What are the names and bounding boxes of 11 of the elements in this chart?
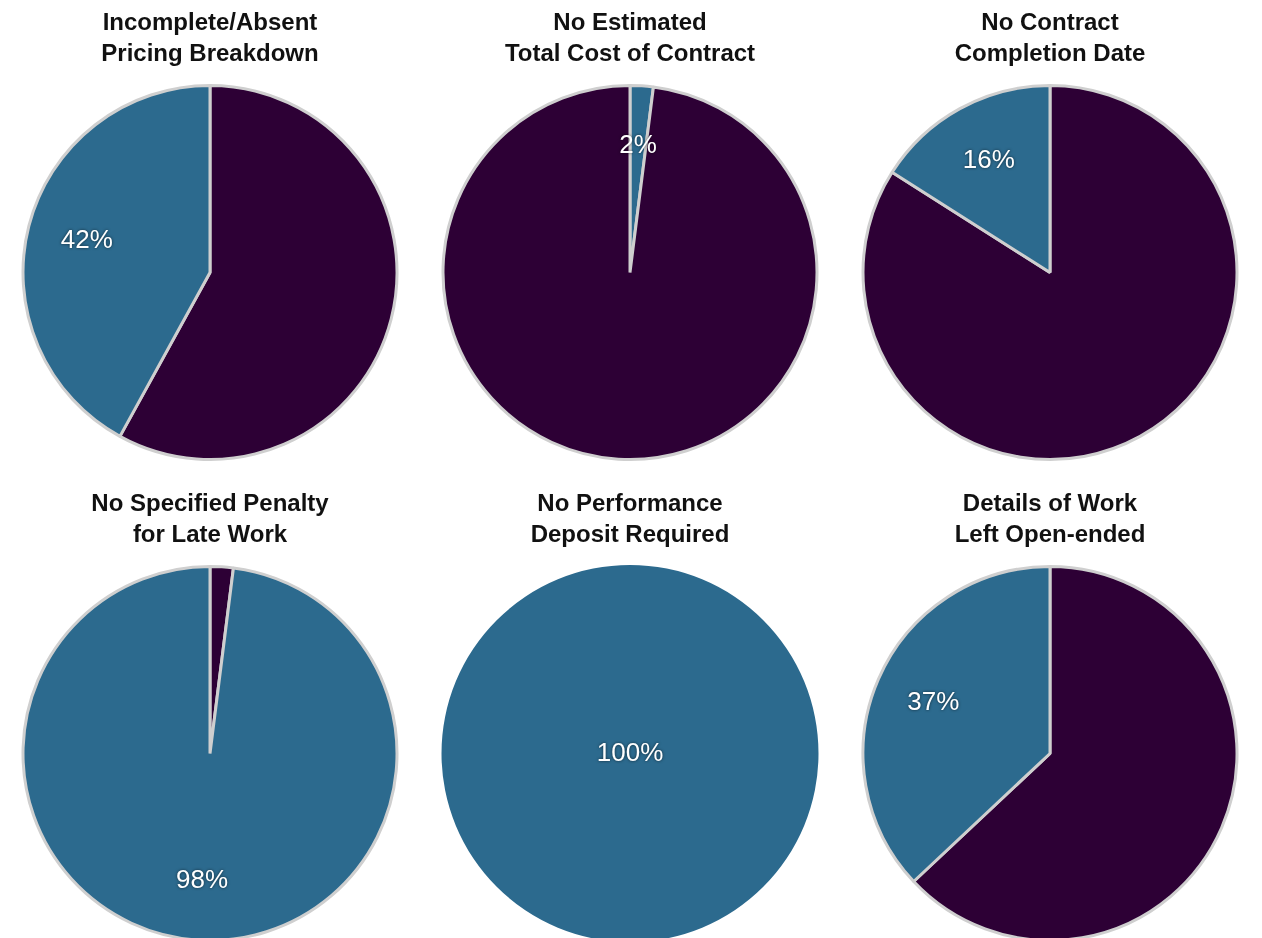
chart-title: No Contract Completion Date [953,7,1147,68]
chart-title: Incomplete/Absent Pricing Breakdown [100,7,320,68]
data-label: 98% [175,863,229,894]
data-label: 16% [962,144,1015,175]
chart-title: No Specified Penalty for Late Work [90,488,330,549]
data-label: 100% [596,736,664,767]
chart-title: No Estimated Total Cost of Contract [503,7,757,68]
chart-title: Details of Work Left Open-ended [953,488,1147,549]
chart-title: No Performance Deposit Required [529,488,731,549]
data-label: 37% [907,686,960,717]
data-label: 42% [60,224,113,255]
